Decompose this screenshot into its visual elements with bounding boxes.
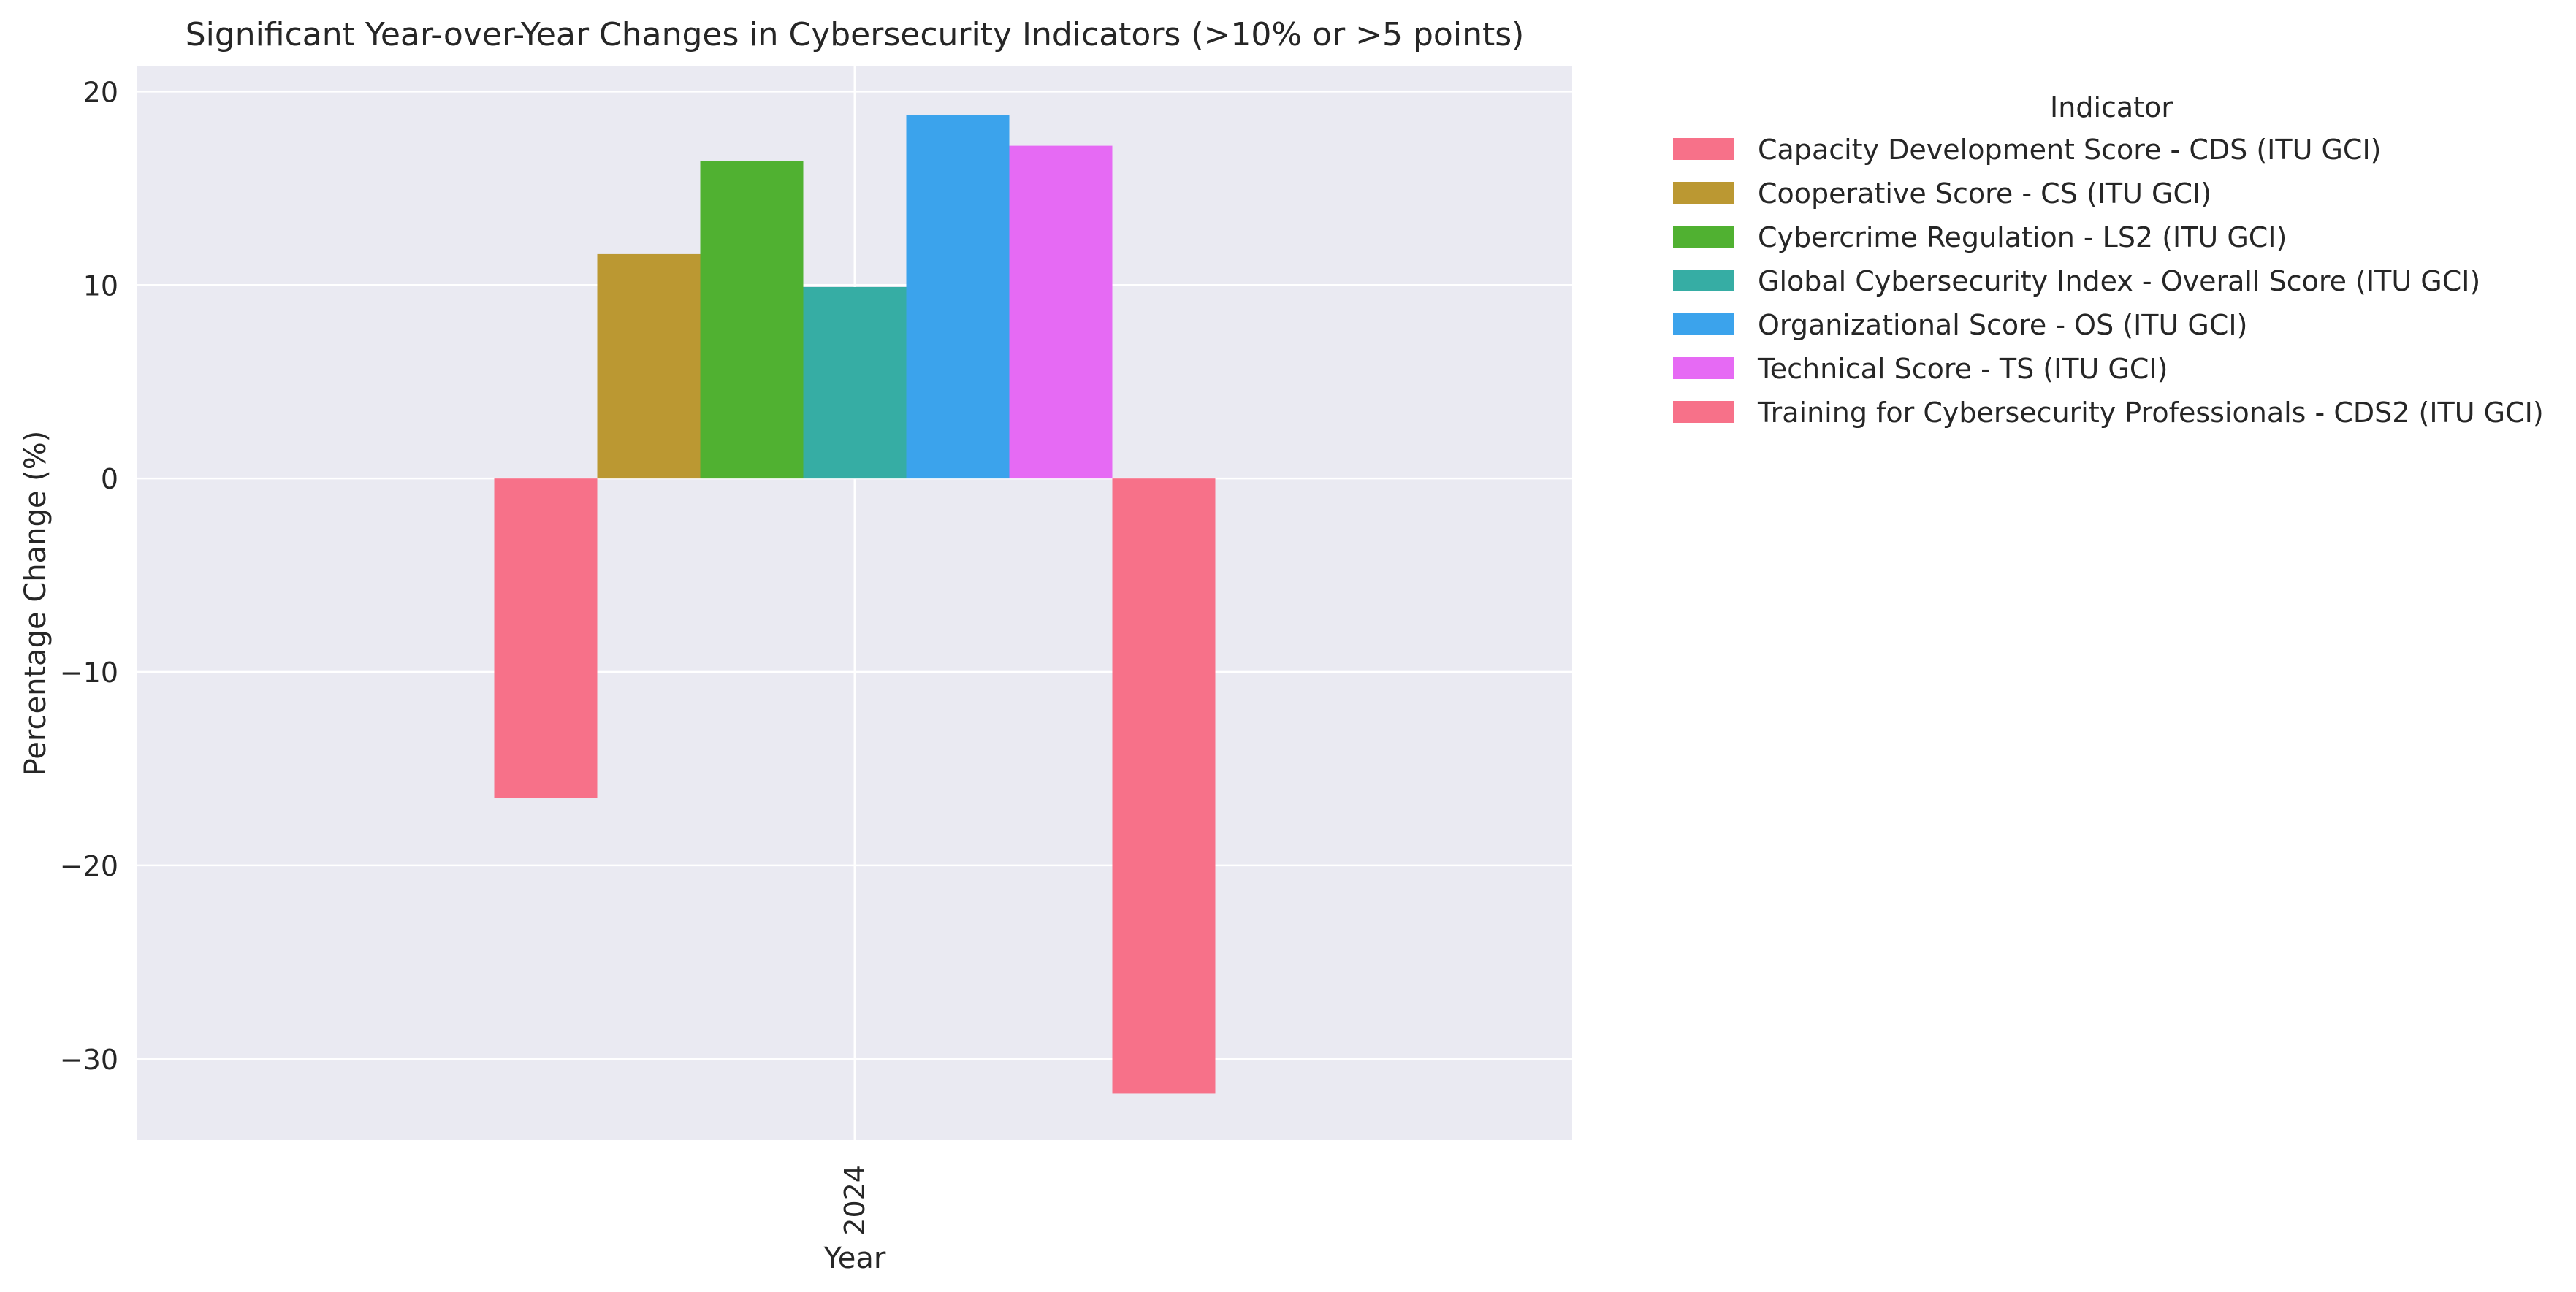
bar xyxy=(906,115,1010,479)
legend-swatch xyxy=(1673,270,1734,291)
legend-label: Global Cybersecurity Index - Overall Sco… xyxy=(1758,265,2480,297)
legend-swatch xyxy=(1673,138,1734,160)
legend-label: Organizational Score - OS (ITU GCI) xyxy=(1758,309,2247,341)
y-tick-label: 20 xyxy=(83,76,118,108)
legend: Indicator Capacity Development Score - C… xyxy=(1673,91,2544,429)
x-axis-ticks: 2024 xyxy=(839,1165,871,1236)
y-tick-label: −20 xyxy=(60,850,118,882)
x-axis-label: Year xyxy=(823,1242,886,1275)
bar xyxy=(700,161,804,479)
y-axis-ticks: 20 10 0 −10 −20 −30 xyxy=(60,76,118,1075)
bars xyxy=(494,115,1216,1094)
y-axis-label: Percentage Change (%) xyxy=(19,431,53,776)
bar xyxy=(494,478,598,798)
bar xyxy=(1009,145,1113,479)
legend-label: Capacity Development Score - CDS (ITU GC… xyxy=(1758,134,2381,166)
legend-swatch xyxy=(1673,182,1734,204)
legend-label: Training for Cybersecurity Professionals… xyxy=(1757,397,2544,429)
legend-title: Indicator xyxy=(2050,91,2173,123)
y-tick-label: −30 xyxy=(60,1044,118,1076)
x-tick-label: 2024 xyxy=(839,1165,871,1236)
legend-swatch xyxy=(1673,401,1734,423)
legend-swatch xyxy=(1673,313,1734,335)
bar xyxy=(1112,478,1216,1094)
legend-label: Technical Score - TS (ITU GCI) xyxy=(1757,353,2168,385)
legend-label: Cooperative Score - CS (ITU GCI) xyxy=(1758,177,2211,210)
legend-swatch xyxy=(1673,357,1734,379)
legend-label: Cybercrime Regulation - LS2 (ITU GCI) xyxy=(1758,221,2287,253)
y-tick-label: −10 xyxy=(60,657,118,689)
chart-title: Significant Year-over-Year Changes in Cy… xyxy=(186,16,1525,53)
legend-swatch xyxy=(1673,226,1734,248)
bar xyxy=(803,286,907,479)
y-tick-label: 10 xyxy=(83,270,118,302)
bar xyxy=(597,253,701,479)
y-tick-label: 0 xyxy=(101,463,118,495)
